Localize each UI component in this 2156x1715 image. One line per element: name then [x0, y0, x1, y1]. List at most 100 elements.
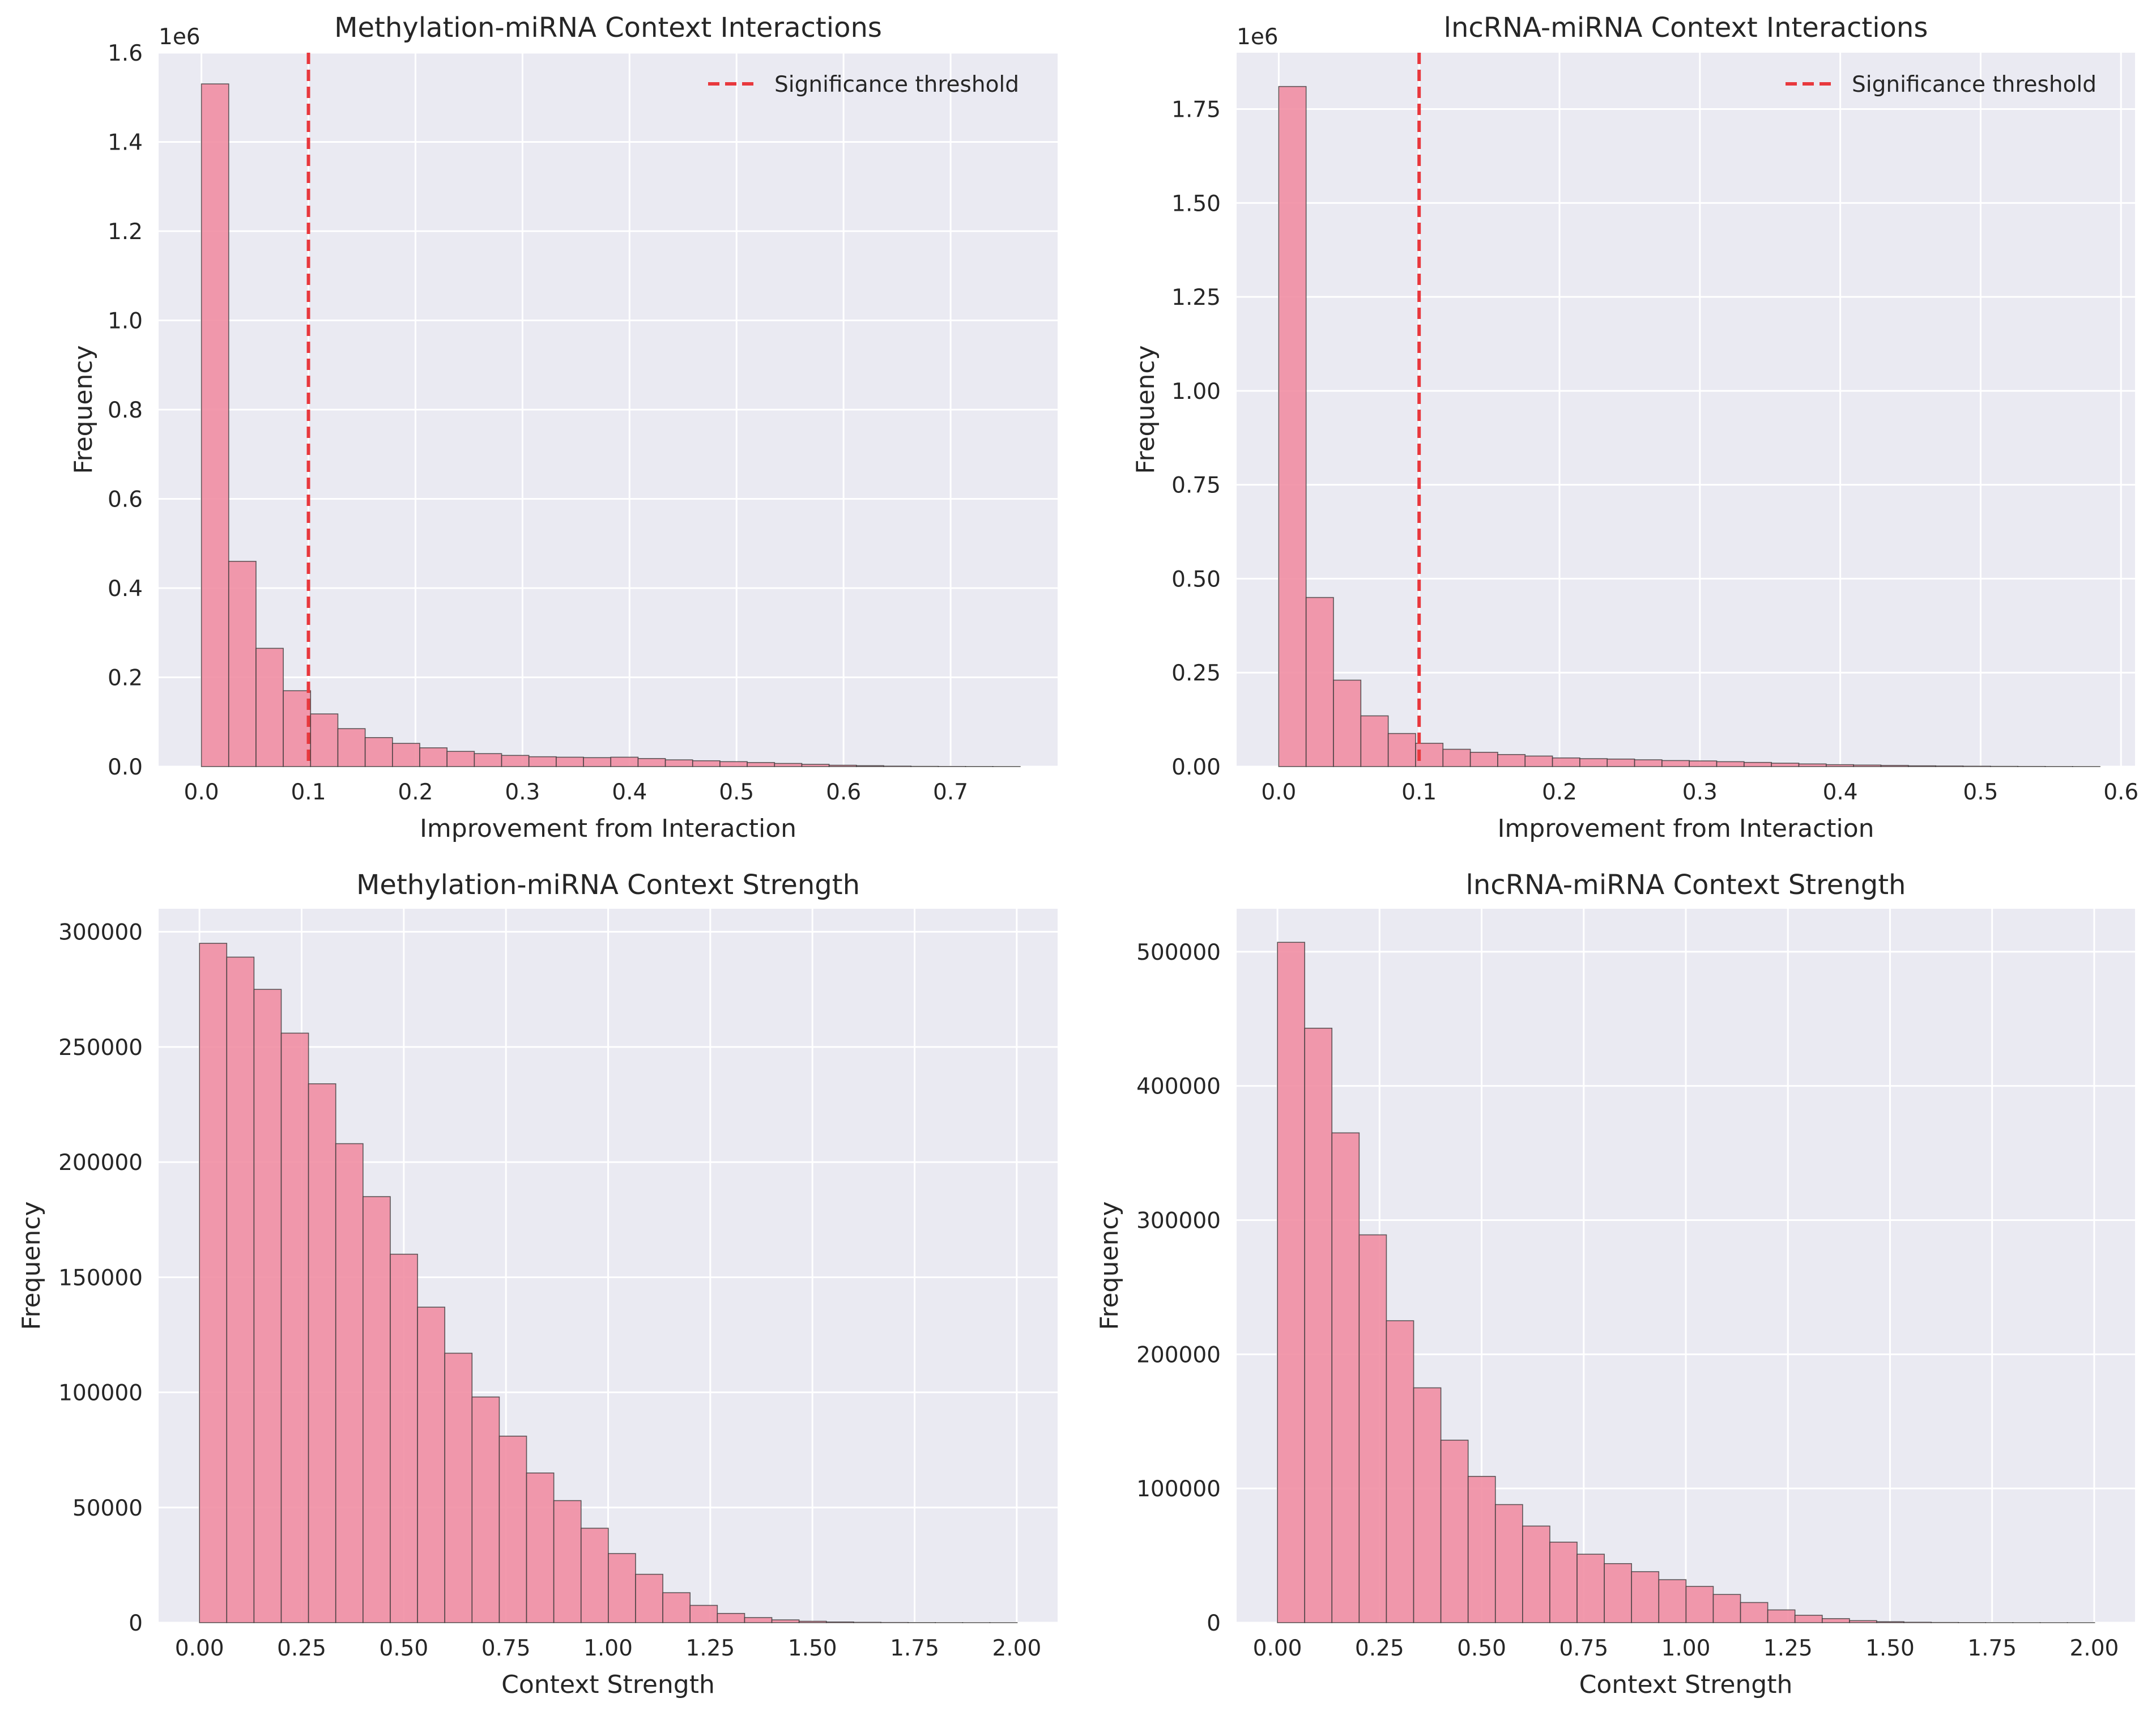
histogram-bar: [1744, 761, 1772, 767]
x-tick-label: 0.4: [612, 780, 647, 805]
x-tick-label: 0.1: [1401, 780, 1437, 805]
histogram-bar: [1880, 765, 1909, 767]
x-tick-label: 2.00: [2069, 1636, 2119, 1661]
histogram-bar: [226, 956, 255, 1623]
panel-lncrna-interactions: 0.0 0.1 0.2 0.3 0.4 0.5 0.6 0.00 0.25 0.50 0.75 1.…: [1131, 12, 2138, 843]
y-tick-label: 250000: [58, 1035, 143, 1061]
x-tick-label: 0.50: [379, 1636, 428, 1661]
legend: Significance threshold: [1786, 72, 2097, 97]
histogram-bar: [363, 1196, 391, 1623]
histogram-bar: [201, 83, 229, 767]
histogram-bar: [444, 1352, 473, 1623]
histogram-bar: [828, 764, 857, 767]
bars: [199, 943, 1018, 1623]
histogram-bar: [335, 1143, 364, 1623]
x-tick-label: 0.0: [184, 780, 219, 805]
chart-title: lncRNA-miRNA Context Interactions: [1444, 12, 1928, 44]
bars: [201, 83, 1021, 767]
chart-title: Methylation-miRNA Context Strength: [356, 869, 860, 901]
histogram-bar: [308, 1083, 336, 1623]
x-tick-label: 0.25: [277, 1636, 326, 1661]
y-tick-label: 0.8: [108, 398, 143, 423]
histogram-bar: [747, 762, 776, 767]
histogram-bar: [719, 761, 748, 767]
y-tick-label: 300000: [58, 920, 143, 946]
histogram-bar: [771, 1619, 800, 1623]
x-tick-label: 1.50: [788, 1636, 837, 1661]
x-axis-label: Context Strength: [1579, 1670, 1793, 1699]
histogram-bar: [253, 989, 282, 1623]
x-ticks: 0.0 0.1 0.2 0.3 0.4 0.5 0.6: [1261, 780, 2138, 805]
y-ticks: 0 100000 200000 300000 400000 500000: [1136, 940, 1221, 1636]
x-tick-label: 1.25: [1763, 1636, 1813, 1661]
histogram-bar: [1962, 765, 1991, 767]
y-axis-label: Frequency: [1095, 1201, 1124, 1330]
y-tick-label: 400000: [1136, 1074, 1221, 1100]
y-tick-label: 1.0: [108, 309, 143, 334]
histogram-bar: [853, 1622, 881, 1623]
histogram-bar: [1386, 1320, 1414, 1623]
y-tick-label: 1.25: [1171, 285, 1221, 310]
x-tick-label: 0.6: [826, 780, 861, 805]
y-axis-label: Frequency: [17, 1201, 46, 1330]
histogram-bar: [1935, 765, 1964, 767]
histogram-bar: [1716, 761, 1745, 767]
histogram-bar: [583, 757, 612, 767]
histogram-bar: [825, 1621, 854, 1623]
y-axis-label: Frequency: [69, 345, 98, 474]
histogram-bar: [1685, 1586, 1714, 1623]
y-tick-label: 500000: [1136, 940, 1221, 965]
x-tick-label: 0.3: [1682, 780, 1718, 805]
histogram-bar: [798, 1620, 827, 1623]
histogram-bar: [1413, 1387, 1442, 1623]
x-tick-label: 0.5: [1963, 780, 1998, 805]
histogram-bar: [392, 743, 420, 767]
x-tick-label: 0.0: [1261, 780, 1296, 805]
legend-label: Significance threshold: [1852, 72, 2097, 97]
histogram-bar: [283, 690, 312, 767]
histogram-bar: [637, 758, 666, 767]
grid: [159, 52, 1058, 768]
y-tick-label: 100000: [1136, 1476, 1221, 1502]
histogram-bar: [199, 943, 228, 1623]
histogram-bar: [501, 755, 530, 767]
y-tick-label: 0.75: [1171, 473, 1221, 499]
histogram-bar: [1634, 759, 1663, 767]
y-tick-label: 1.50: [1171, 191, 1221, 216]
histogram-bar: [1826, 764, 1854, 767]
y-tick-label: 200000: [1136, 1342, 1221, 1368]
x-tick-label: 1.25: [685, 1636, 735, 1661]
histogram-bar: [664, 759, 693, 767]
histogram-bar: [1798, 763, 1827, 767]
y-tick-label: 0: [129, 1611, 143, 1636]
y-tick-label: 0.2: [108, 666, 143, 691]
histogram-bar: [364, 737, 393, 767]
x-tick-label: 1.00: [1661, 1636, 1711, 1661]
x-axis-label: Improvement from Interaction: [420, 814, 796, 843]
y-tick-label: 0.25: [1171, 661, 1221, 686]
histogram-bar: [1522, 1525, 1550, 1623]
x-tick-label: 0.25: [1355, 1636, 1404, 1661]
x-tick-label: 1.75: [890, 1636, 939, 1661]
y-tick-label: 1.2: [108, 219, 143, 245]
histogram-bar: [692, 760, 721, 767]
histogram-bar: [1360, 715, 1389, 767]
y-tick-label: 0.00: [1171, 755, 1221, 780]
histogram-bar: [1549, 1542, 1578, 1623]
histogram-bar: [608, 1553, 636, 1623]
histogram-bar: [556, 756, 584, 767]
histogram-bar: [883, 765, 911, 767]
y-tick-label: 200000: [58, 1150, 143, 1176]
histogram-bar: [390, 1253, 418, 1623]
y-ticks: 0.00 0.25 0.50 0.75 1.00 1.25 1.50 1.75: [1171, 97, 1221, 780]
y-tick-label: 0.50: [1171, 567, 1221, 592]
histogram-bar: [580, 1527, 609, 1623]
histogram-bar: [255, 648, 284, 767]
histogram-bar: [1903, 1622, 1932, 1623]
histogram-bar: [419, 747, 448, 767]
histogram-bar: [1607, 758, 1635, 767]
x-tick-label: 1.75: [1967, 1636, 2017, 1661]
histogram-bar: [417, 1307, 445, 1623]
y-offset-label: 1e6: [1237, 24, 1279, 50]
